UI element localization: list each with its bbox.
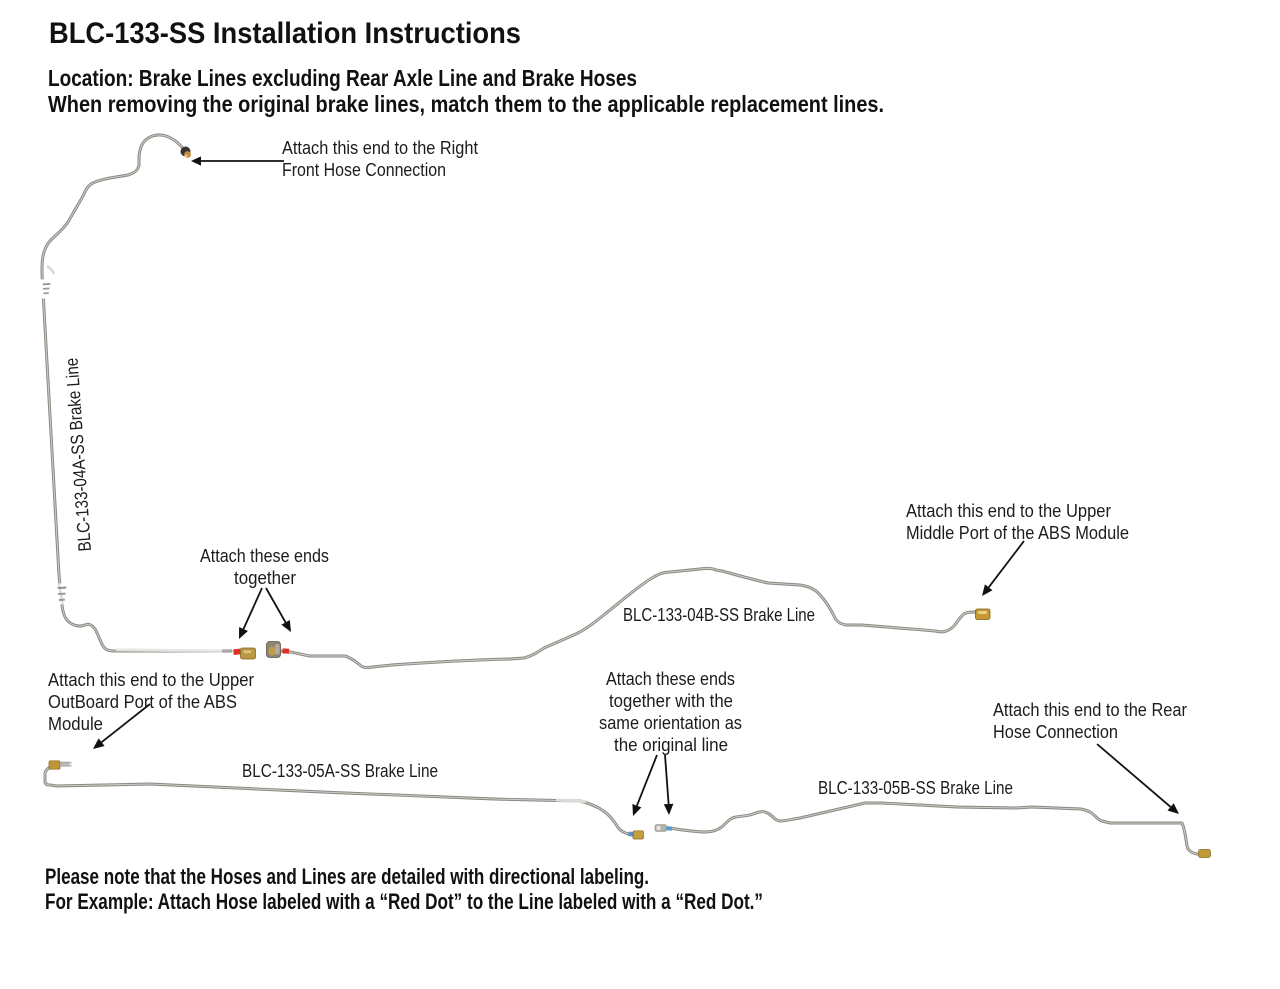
svg-text:For Example: Attach Hose label: For Example: Attach Hose labeled with a … bbox=[45, 889, 763, 914]
svg-text:Front Hose Connection: Front Hose Connection bbox=[282, 160, 446, 180]
svg-text:same orientation as: same orientation as bbox=[599, 713, 742, 733]
svg-text:Please note that the Hoses and: Please note that the Hoses and Lines are… bbox=[45, 864, 649, 889]
svg-text:Middle Port of the ABS Module: Middle Port of the ABS Module bbox=[906, 523, 1129, 543]
svg-text:When removing the original bra: When removing the original brake lines, … bbox=[48, 91, 884, 117]
svg-text:Hose Connection: Hose Connection bbox=[993, 722, 1118, 742]
svg-text:Attach this end to the Upper: Attach this end to the Upper bbox=[906, 501, 1111, 521]
svg-text:Attach this end to the Rear: Attach this end to the Rear bbox=[993, 700, 1187, 720]
svg-text:OutBoard Port of the ABS: OutBoard Port of the ABS bbox=[48, 692, 237, 712]
svg-text:together with the: together with the bbox=[609, 691, 733, 711]
svg-text:the original line: the original line bbox=[614, 735, 728, 755]
svg-text:Location: Brake Lines excludin: Location: Brake Lines excluding Rear Axl… bbox=[48, 65, 637, 91]
svg-text:BLC-133-04B-SS Brake Line: BLC-133-04B-SS Brake Line bbox=[623, 605, 815, 625]
svg-text:Attach these ends: Attach these ends bbox=[606, 669, 735, 689]
svg-text:BLC-133-05B-SS Brake Line: BLC-133-05B-SS Brake Line bbox=[818, 778, 1013, 798]
svg-text:Attach these ends: Attach these ends bbox=[200, 546, 329, 566]
svg-text:together: together bbox=[234, 568, 296, 588]
svg-text:BLC-133-SS Installation Instru: BLC-133-SS Installation Instructions bbox=[49, 17, 521, 50]
svg-text:Module: Module bbox=[48, 714, 103, 734]
svg-text:BLC-133-05A-SS Brake Line: BLC-133-05A-SS Brake Line bbox=[242, 761, 438, 781]
svg-text:Attach this end to the Upper: Attach this end to the Upper bbox=[48, 670, 254, 690]
svg-text:BLC-133-04A-SS Brake Line: BLC-133-04A-SS Brake Line bbox=[62, 357, 95, 552]
svg-text:Attach this end to the Right: Attach this end to the Right bbox=[282, 138, 478, 158]
